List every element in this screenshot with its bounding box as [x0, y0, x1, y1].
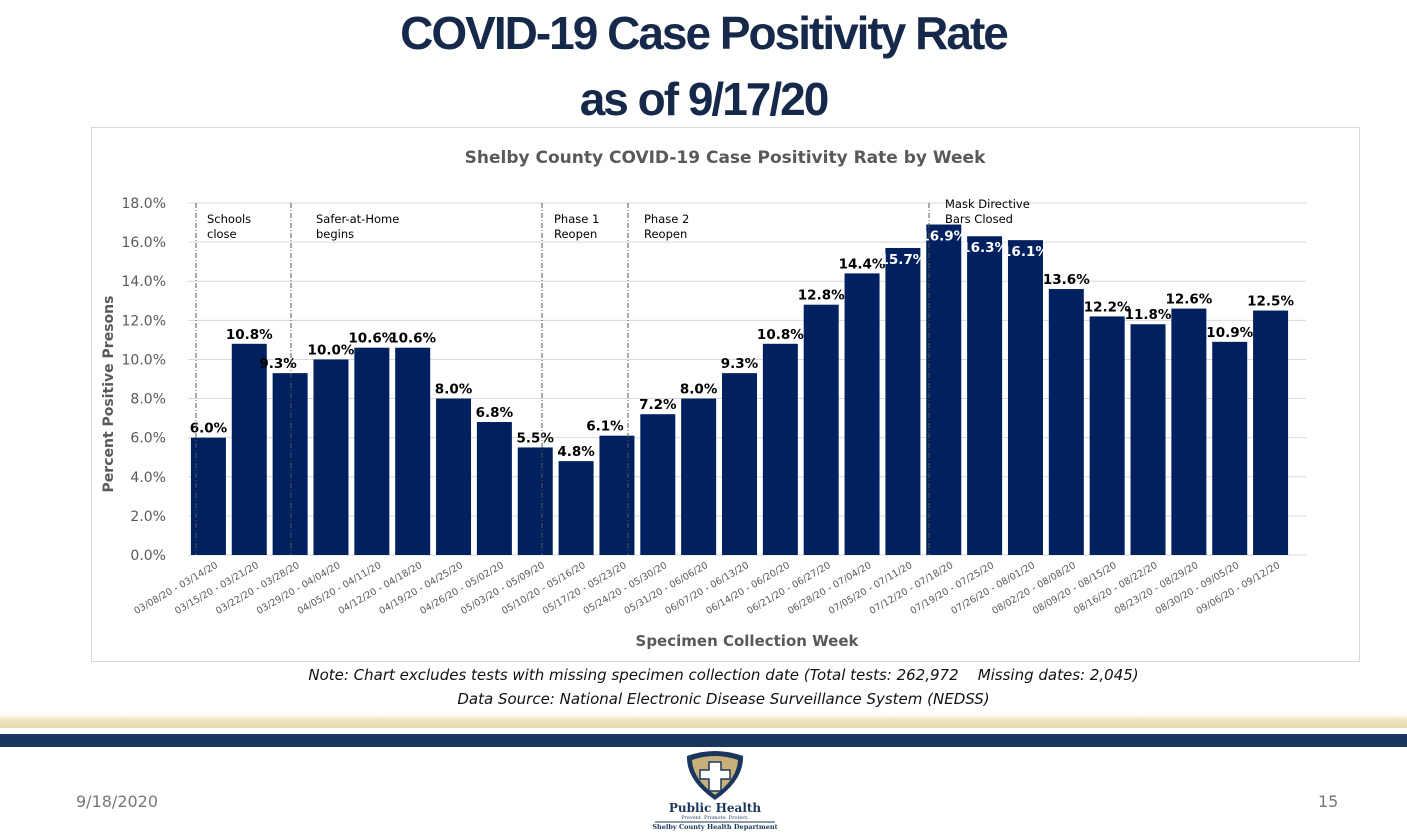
data-label: 12.5%	[1247, 294, 1294, 310]
bar-chart: Shelby County COVID-19 Case Positivity R…	[101, 148, 1306, 650]
data-label: 6.8%	[476, 405, 514, 421]
annotation-text: Phase 2	[644, 212, 689, 226]
svg-text:Public Health: Public Health	[669, 801, 762, 815]
bar	[926, 224, 962, 555]
bar	[1089, 316, 1125, 555]
bar	[722, 373, 757, 555]
chart-note: Note: Chart excludes tests with missing …	[308, 666, 1139, 684]
annotation-text: Bars Closed	[945, 212, 1013, 226]
y-tick-label: 16.0%	[122, 235, 166, 251]
y-tick-label: 18.0%	[122, 196, 166, 212]
annotation-text: Reopen	[554, 227, 597, 241]
bar	[844, 273, 880, 555]
bar	[1253, 310, 1289, 555]
slide-date: 9/18/2020	[76, 792, 159, 811]
annotation-text: Phase 1	[554, 212, 599, 226]
annotation-text: Mask Directive	[945, 197, 1030, 211]
bar	[272, 373, 308, 555]
data-label: 10.8%	[226, 327, 273, 343]
y-tick-label: 2.0%	[130, 509, 166, 525]
y-tick-label: 4.0%	[130, 470, 166, 486]
chart-container: Shelby County COVID-19 Case Positivity R…	[91, 127, 1360, 662]
y-tick-label: 10.0%	[122, 352, 166, 368]
data-label: 11.8%	[1125, 307, 1172, 323]
chart-title: Shelby County COVID-19 Case Positivity R…	[465, 148, 986, 168]
bar	[640, 414, 676, 555]
data-label: 8.0%	[435, 382, 473, 398]
data-label: 13.6%	[1043, 272, 1090, 288]
bar	[436, 398, 472, 555]
data-label: 12.8%	[798, 288, 845, 304]
data-label: 16.1%	[1002, 244, 1049, 260]
public-health-logo: Public Health Prevent. Promote. Protect.…	[652, 751, 778, 831]
bar	[395, 347, 431, 555]
gold-band	[0, 714, 1407, 728]
bar	[1048, 289, 1084, 555]
annotation-text: Schools	[207, 212, 251, 226]
bar	[803, 304, 839, 555]
annotation-text: Safer-at-Home	[316, 212, 399, 226]
svg-text:Prevent. Promote. Protect.: Prevent. Promote. Protect.	[681, 815, 749, 821]
page-number: 15	[1318, 792, 1339, 811]
data-label: 7.2%	[639, 397, 677, 413]
annotation-text: begins	[316, 227, 354, 241]
bar	[517, 447, 553, 555]
bar	[1212, 341, 1248, 555]
annotation-text: Reopen	[644, 227, 687, 241]
bar	[313, 359, 349, 555]
data-label: 8.0%	[680, 382, 718, 398]
y-axis-label: Percent Positive Presons	[101, 296, 117, 493]
data-label: 12.6%	[1165, 292, 1212, 308]
bar	[231, 343, 267, 555]
data-label: 10.8%	[757, 327, 804, 343]
blue-band	[0, 734, 1407, 747]
bar	[190, 437, 226, 555]
bar	[1130, 324, 1166, 555]
y-tick-label: 0.0%	[130, 548, 166, 564]
bar	[476, 422, 512, 555]
bar	[558, 461, 594, 555]
data-label: 6.1%	[586, 419, 624, 435]
annotation-text: close	[207, 227, 237, 241]
cross-icon	[699, 761, 731, 792]
data-label: 16.9%	[920, 229, 967, 245]
data-label: 5.5%	[517, 430, 555, 446]
y-tick-label: 6.0%	[130, 431, 166, 447]
data-source: Data Source: National Electronic Disease…	[457, 690, 990, 708]
data-label: 12.2%	[1084, 299, 1131, 315]
bar	[762, 343, 798, 555]
data-label: 4.8%	[557, 444, 595, 460]
y-tick-label: 14.0%	[122, 274, 166, 290]
data-label: 10.9%	[1206, 325, 1253, 341]
bar	[681, 398, 717, 555]
bar	[967, 236, 1003, 555]
data-label: 10.6%	[389, 331, 436, 347]
data-label: 9.3%	[721, 356, 759, 372]
data-label: 10.6%	[348, 331, 395, 347]
data-label: 15.7%	[879, 252, 926, 268]
bar	[1171, 308, 1207, 555]
bar	[599, 435, 635, 555]
y-tick-label: 8.0%	[130, 392, 166, 408]
bar	[1007, 240, 1043, 555]
bar	[354, 347, 390, 555]
slide-title-line2: as of 9/17/20	[579, 73, 830, 125]
data-label: 10.0%	[308, 342, 355, 358]
data-label: 16.3%	[961, 240, 1008, 256]
data-label: 6.0%	[190, 421, 228, 437]
data-label: 9.3%	[259, 356, 297, 372]
slide-title-line1: COVID-19 Case Positivity Rate	[400, 7, 1009, 59]
x-axis-label: Specimen Collection Week	[636, 632, 860, 650]
data-label: 14.4%	[839, 256, 886, 272]
y-tick-label: 12.0%	[122, 313, 166, 329]
svg-text:Shelby County Health Departmen: Shelby County Health Department	[652, 823, 777, 831]
bar	[885, 247, 921, 555]
